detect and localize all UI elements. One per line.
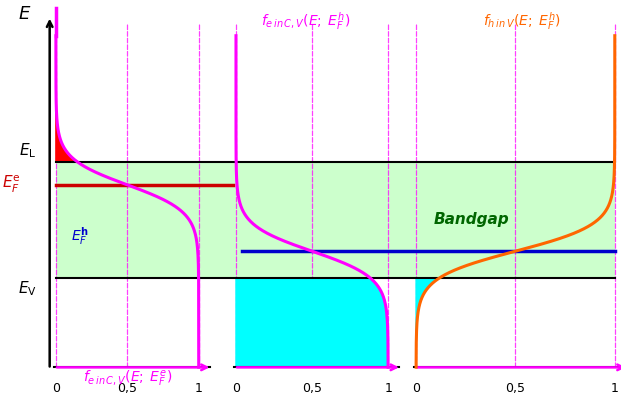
Text: $E$: $E$	[18, 5, 32, 23]
Text: 0: 0	[52, 382, 60, 395]
Text: 1: 1	[611, 382, 619, 395]
Text: 0: 0	[232, 382, 240, 395]
Text: $f_{e\,in\,C,V}(E;\;E^e_F)$: $f_{e\,in\,C,V}(E;\;E^e_F)$	[83, 369, 172, 389]
Text: 0,5: 0,5	[505, 382, 525, 395]
Text: $E_F^\mathrm{e}$: $E_F^\mathrm{e}$	[2, 174, 20, 196]
Text: $E_\mathrm{L}$: $E_\mathrm{L}$	[19, 141, 36, 160]
Text: 0,5: 0,5	[117, 382, 137, 395]
Polygon shape	[416, 278, 440, 367]
Text: 0: 0	[412, 382, 420, 395]
Text: $E_\mathrm{V}$: $E_\mathrm{V}$	[18, 280, 37, 299]
Text: Bandgap: Bandgap	[434, 212, 510, 227]
Polygon shape	[56, 36, 77, 162]
Text: 0,5: 0,5	[302, 382, 322, 395]
Text: 1: 1	[384, 382, 392, 395]
Bar	[56, 162, 615, 278]
Text: 1: 1	[195, 382, 202, 395]
Text: $E_F^\mathbf{h}$: $E_F^\mathbf{h}$	[71, 226, 89, 247]
Text: $f_{e\,in\,C,V}(E;\;E^h_F)$: $f_{e\,in\,C,V}(E;\;E^h_F)$	[261, 10, 351, 32]
Polygon shape	[236, 278, 388, 367]
Text: $f_{h\,in\,V}(E;\;E^h_F)$: $f_{h\,in\,V}(E;\;E^h_F)$	[483, 10, 561, 32]
